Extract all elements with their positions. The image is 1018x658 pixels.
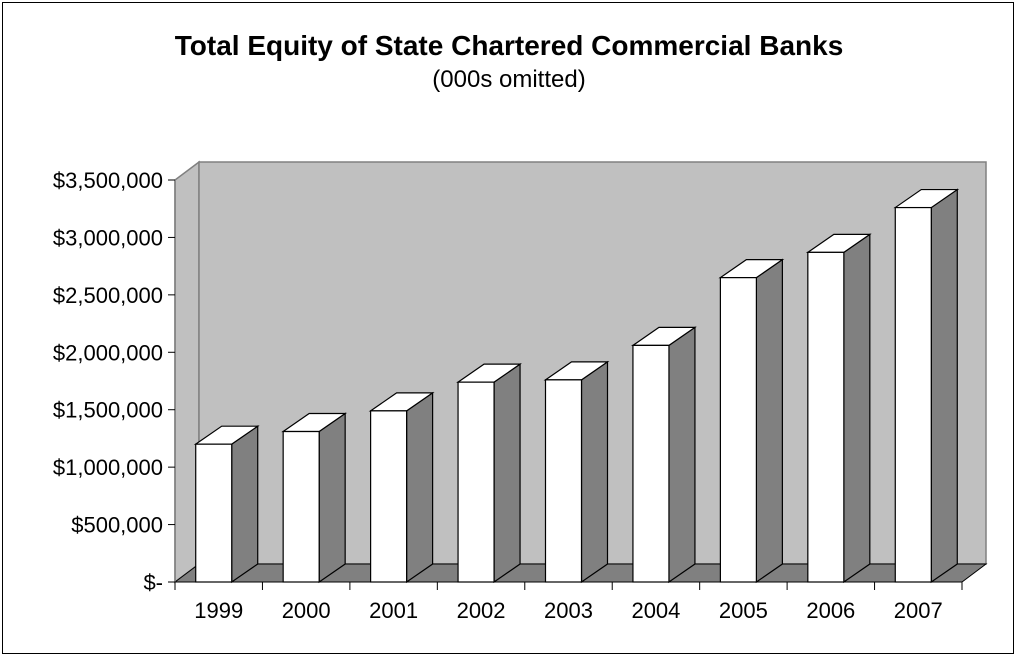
bar [543, 360, 610, 584]
bar-side [580, 360, 609, 584]
x-tick-label: 2006 [806, 598, 855, 623]
x-tick-label: 2001 [369, 598, 418, 623]
bar [193, 425, 260, 584]
bar [718, 258, 785, 584]
bar [805, 233, 872, 584]
bar [456, 363, 522, 584]
bar-front [457, 381, 495, 583]
bar-front [894, 206, 932, 583]
bar-front [544, 379, 583, 583]
bar-side [930, 188, 958, 584]
x-tick-label: 2003 [544, 598, 593, 623]
x-tick-label: 2007 [894, 598, 943, 623]
bar [631, 326, 697, 584]
bar-side [755, 258, 783, 584]
bar-front [807, 251, 845, 583]
bar-front [282, 430, 320, 583]
y-tick-label: $2,500,000 [53, 283, 163, 308]
bar [281, 412, 348, 584]
bar-side [406, 391, 434, 584]
x-tick-label: 1999 [194, 598, 243, 623]
bar-side [231, 425, 259, 584]
x-tick-label: 2004 [631, 598, 680, 623]
y-tick-label: $3,500,000 [53, 168, 163, 193]
y-tick-label: $500,000 [71, 513, 163, 538]
bar [893, 188, 960, 584]
y-tick-label: $- [143, 570, 163, 595]
chart-subtitle: (000s omitted) [432, 66, 586, 93]
chart-title: Total Equity of State Chartered Commerci… [174, 30, 844, 61]
bar-side [493, 363, 521, 584]
bar-side [668, 326, 696, 584]
bar-side [318, 412, 346, 584]
y-tick-label: $3,000,000 [53, 225, 163, 250]
y-tick-label: $1,500,000 [53, 398, 163, 423]
bar [368, 391, 435, 584]
bar-front [719, 277, 757, 583]
x-axis: 1999 2000 2001 2002 2003 2004 2005 2006 2007 [174, 581, 963, 623]
x-tick-label: 2002 [457, 598, 506, 623]
x-tick-label: 2005 [719, 598, 768, 623]
y-tick-label: $1,000,000 [53, 455, 163, 480]
bar-front [195, 443, 233, 583]
bars [193, 188, 960, 584]
y-axis: $- $500,000 $1,000,000 $1,500,000 $2,000,000… [53, 168, 176, 595]
bar-front [632, 344, 670, 583]
bar-front [370, 410, 408, 583]
x-tick-label: 2000 [282, 598, 331, 623]
bar-side [843, 233, 871, 584]
y-tick-label: $2,000,000 [53, 340, 163, 365]
